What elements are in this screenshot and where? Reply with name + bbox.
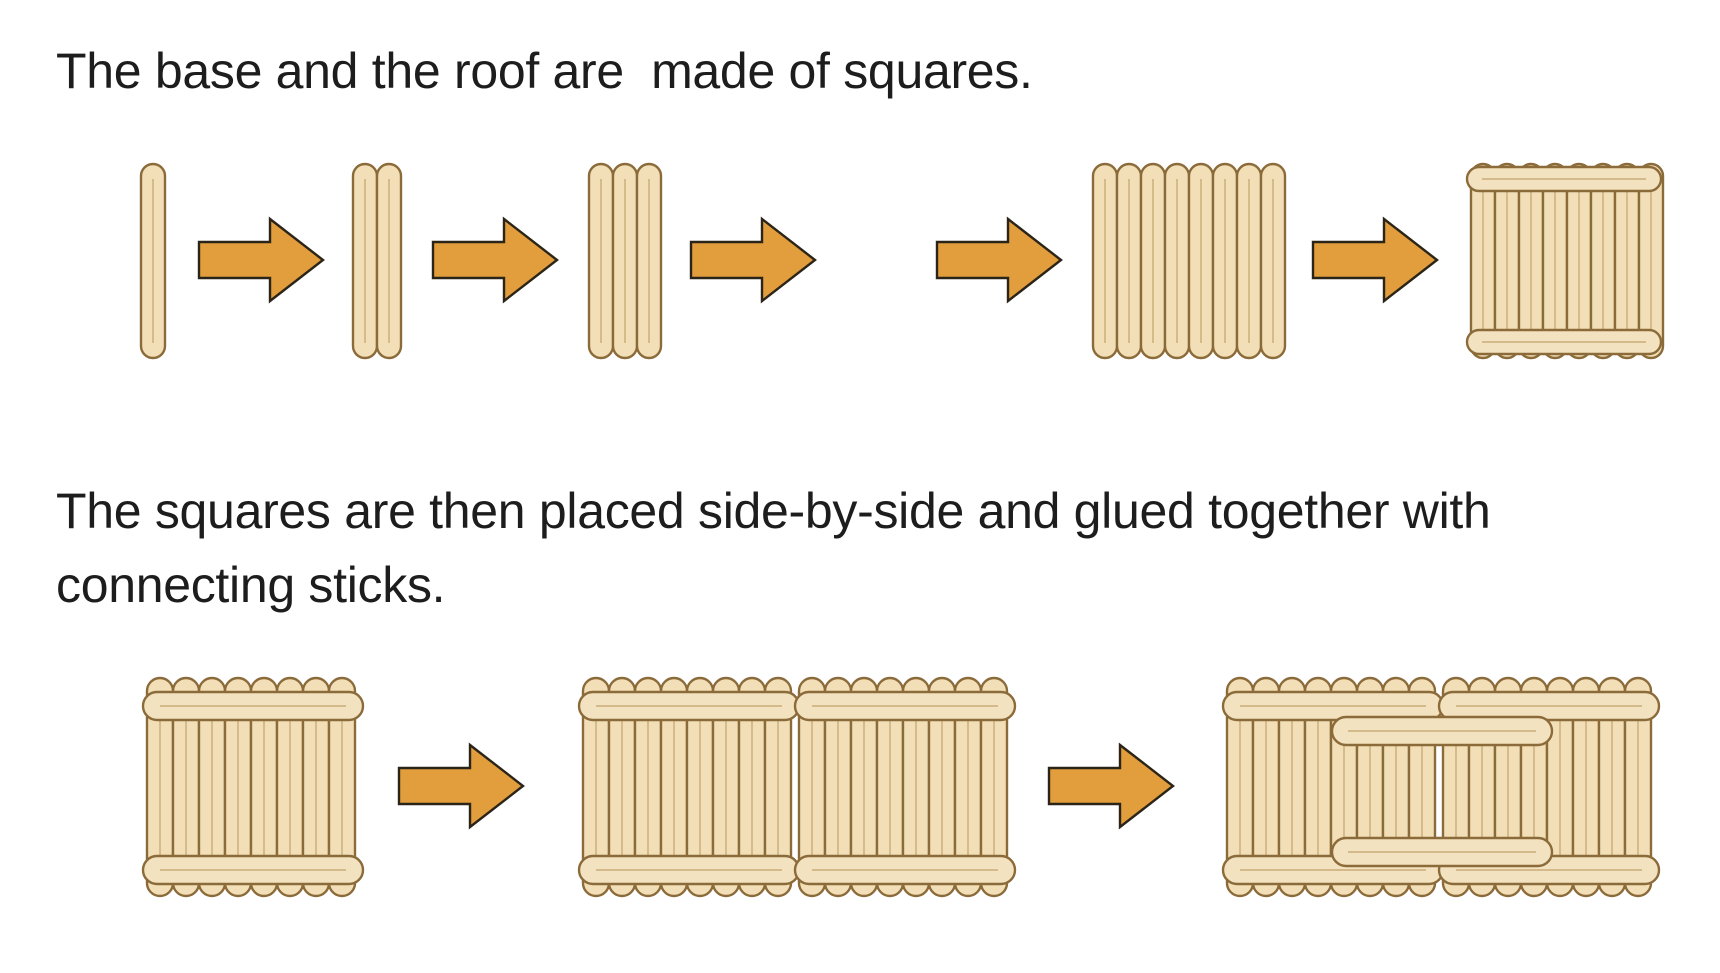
right-arrow-icon <box>1047 743 1175 829</box>
row1-step-two-sticks <box>351 162 403 360</box>
popsicle-stick-icon <box>1091 162 1119 360</box>
row1-step-one-stick <box>139 162 167 360</box>
popsicle-stick-icon <box>1163 162 1191 360</box>
row1-step-square <box>1465 162 1665 360</box>
caption-squares-glued: The squares are then placed side-by-side… <box>56 483 1505 613</box>
stick-square-icon <box>795 678 1015 896</box>
popsicle-stick-icon <box>1115 162 1143 360</box>
popsicle-stick-icon <box>1235 162 1263 360</box>
caption-base-and-roof: The base and the roof are made of square… <box>56 43 1033 99</box>
popsicle-stick-icon <box>1187 162 1215 360</box>
right-arrow-icon <box>1311 217 1439 303</box>
popsicle-stick-icon <box>375 162 403 360</box>
row2-two-squares <box>579 678 1015 896</box>
row2-glued-squares <box>1223 678 1659 896</box>
right-arrow-icon <box>431 217 559 303</box>
stick-square-icon <box>579 678 799 896</box>
right-arrow-icon <box>689 217 817 303</box>
connecting-sticks <box>1330 715 1554 868</box>
right-arrow-icon <box>935 217 1063 303</box>
popsicle-stick-icon <box>587 162 615 360</box>
popsicle-stick-icon <box>351 162 379 360</box>
popsicle-stick-icon <box>611 162 639 360</box>
popsicle-stick-icon <box>139 162 167 360</box>
right-arrow-icon <box>197 217 325 303</box>
popsicle-stick-icon <box>1259 162 1287 360</box>
stick-square-icon <box>143 678 363 896</box>
row1-step-eight-sticks <box>1091 162 1287 360</box>
row1-step-three-sticks <box>587 162 663 360</box>
popsicle-stick-icon <box>1139 162 1167 360</box>
popsicle-stick-icon <box>1211 162 1239 360</box>
right-arrow-icon <box>397 743 525 829</box>
popsicle-stick-icon <box>635 162 663 360</box>
